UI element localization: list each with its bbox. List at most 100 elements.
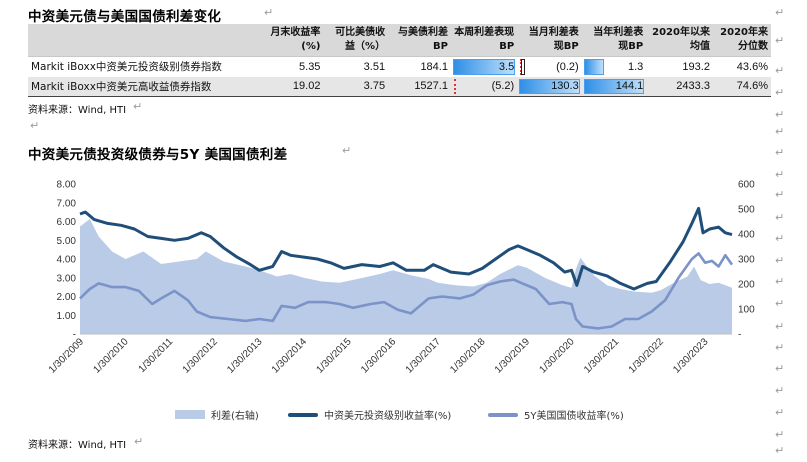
paragraph-mark: ↵ [775, 64, 785, 77]
ytd-bp: 144.1 [615, 80, 644, 93]
chart-title: 中资美元债投资级债券与5Y 美国国债利差 [28, 143, 287, 163]
table-header-row: 月末收益率(%) 可比美债收益（%） 与美债利差BP 本周利差表现BP 当月利差… [28, 24, 771, 57]
month-bp: (0.2) [556, 60, 579, 73]
databar-positive [452, 59, 516, 75]
databar-axis [453, 78, 456, 94]
percentile-since-2020: 74.6% [712, 76, 771, 97]
week-bp: (5.2) [491, 80, 515, 93]
header-cell: 可比美债收益（%） [323, 24, 389, 57]
y-tick-left: 8.00 [57, 180, 77, 191]
paragraph-mark: ↵ [342, 144, 352, 157]
comparable-ust-yield: 3.51 [323, 56, 389, 77]
header-cell [28, 24, 259, 57]
header-cell: 2020年以来均值 [646, 24, 713, 57]
avg-since-2020: 2433.3 [646, 76, 713, 97]
month-bp: 130.3 [551, 80, 579, 93]
databar-positive [519, 78, 580, 94]
table-row: Markit iBoxx中资美元高收益债券指数 19.02 3.75 1527.… [28, 76, 771, 97]
chart-legend: 利差(右轴) 中资美元投资级别收益率(%) 5Y美国国债收益率(%) [0, 407, 807, 423]
y-tick-right: 600 [738, 180, 755, 191]
x-tick-label: 1/30/2020 [537, 336, 577, 376]
week-bp-cell: 3.5 [450, 56, 518, 77]
x-tick-label: 1/30/2010 [91, 336, 131, 376]
x-tick-label: 1/30/2015 [314, 336, 354, 376]
source-note: 资料来源：Wind, HTI [28, 440, 127, 451]
legend-label: 5Y美国国债收益率(%) [524, 411, 624, 422]
paragraph-mark: ↵ [775, 320, 785, 333]
ytd-bp: 1.3 [627, 60, 644, 73]
spread-bp: 1527.1 [388, 76, 451, 97]
databar-positive [583, 59, 604, 75]
paragraph-mark: ↵ [775, 34, 785, 47]
paragraph-mark: ↵ [775, 168, 785, 181]
x-tick-label: 1/30/2014 [270, 336, 310, 376]
paragraph-mark: ↵ [134, 435, 144, 448]
paragraph-mark: ↵ [775, 384, 785, 397]
y-tick-left: 4.00 [57, 255, 77, 266]
paragraph-mark: ↵ [775, 6, 785, 19]
x-tick-label: 1/30/2023 [671, 336, 711, 376]
legend-item-spread: 利差(右轴) [175, 407, 259, 422]
paragraph-mark: ↵ [264, 6, 274, 19]
series-line-ust-yield [79, 252, 734, 330]
avg-since-2020: 193.2 [646, 56, 713, 77]
paragraph-mark: ↵ [775, 108, 785, 121]
legend-label: 中资美元投资级别收益率(%) [324, 411, 452, 422]
legend-label: 利差(右轴) [211, 411, 259, 422]
y-tick-right: - [738, 330, 741, 341]
x-tick-label: 1/30/2022 [627, 336, 667, 376]
y-tick-left: 7.00 [57, 198, 77, 209]
y-tick-left: 1.00 [57, 311, 77, 322]
index-name: Markit iBoxx中资美元高收益债券指数 [28, 76, 259, 97]
paragraph-mark: ↵ [775, 444, 785, 457]
paragraph-mark: ↵ [775, 341, 785, 354]
legend-swatch-area [175, 410, 205, 419]
ytd-bp-cell: 1.3 [581, 56, 647, 77]
paragraph-mark: ↵ [775, 125, 785, 138]
table-row: Markit iBoxx中资美元投资级别债券指数 5.35 3.51 184.1… [28, 56, 771, 77]
spread-bp: 184.1 [388, 56, 451, 77]
paragraph-mark: ↵ [775, 254, 785, 267]
x-tick-label: 1/30/2011 [137, 336, 176, 375]
header-cell: 本周利差表现BP [450, 24, 518, 57]
month-bp-cell: (0.2) [517, 56, 582, 77]
percentile-since-2020: 43.6% [712, 56, 771, 77]
y-tick-right: 500 [738, 205, 755, 216]
source-note: 资料来源：Wind, HTI [28, 105, 127, 116]
comparable-ust-yield: 3.75 [323, 76, 389, 97]
legend-swatch-line [488, 412, 518, 417]
table-title: 中资美元债与美国国债利差变化 [28, 5, 221, 25]
paragraph-mark: ↵ [30, 119, 40, 132]
y-tick-right: 200 [738, 280, 755, 291]
legend-swatch-line [288, 412, 318, 417]
week-bp: 3.5 [498, 60, 515, 73]
paragraph-mark: ↵ [775, 428, 785, 441]
header-cell: 当年利差表现BP [581, 24, 647, 57]
month-end-yield: 5.35 [258, 56, 324, 77]
y-tick-left: 2.00 [57, 292, 77, 303]
paragraph-mark: ↵ [775, 86, 785, 99]
month-bp-cell: 130.3 [517, 76, 582, 97]
paragraph-mark: ↵ [775, 297, 785, 310]
ytd-bp-cell: 144.1 [581, 76, 647, 97]
table-title-text: 中资美元债与美国国债利差变化 [28, 9, 222, 25]
y-tick-left: - [73, 330, 76, 341]
y-tick-right: 100 [738, 305, 755, 316]
y-tick-left: 3.00 [57, 273, 77, 284]
paragraph-mark: ↵ [775, 406, 785, 419]
index-name: Markit iBoxx中资美元投资级别债券指数 [28, 56, 259, 77]
x-tick-label: 1/30/2021 [582, 336, 622, 376]
month-end-yield: 19.02 [258, 76, 324, 97]
header-cell: 当月利差表现BP [517, 24, 582, 57]
week-bp-cell: (5.2) [450, 76, 518, 97]
x-tick-label: 1/30/2019 [493, 336, 533, 376]
x-tick-label: 1/30/2016 [359, 336, 399, 376]
y-tick-right: 400 [738, 230, 755, 241]
databar-positive [583, 78, 645, 94]
y-tick-left: 5.00 [57, 236, 77, 247]
y-tick-left: 6.00 [57, 217, 77, 228]
paragraph-mark: ↵ [775, 362, 785, 375]
header-cell: 月末收益率(%) [258, 24, 324, 57]
series-area-spread [80, 219, 732, 334]
paragraph-mark: ↵ [775, 275, 785, 288]
